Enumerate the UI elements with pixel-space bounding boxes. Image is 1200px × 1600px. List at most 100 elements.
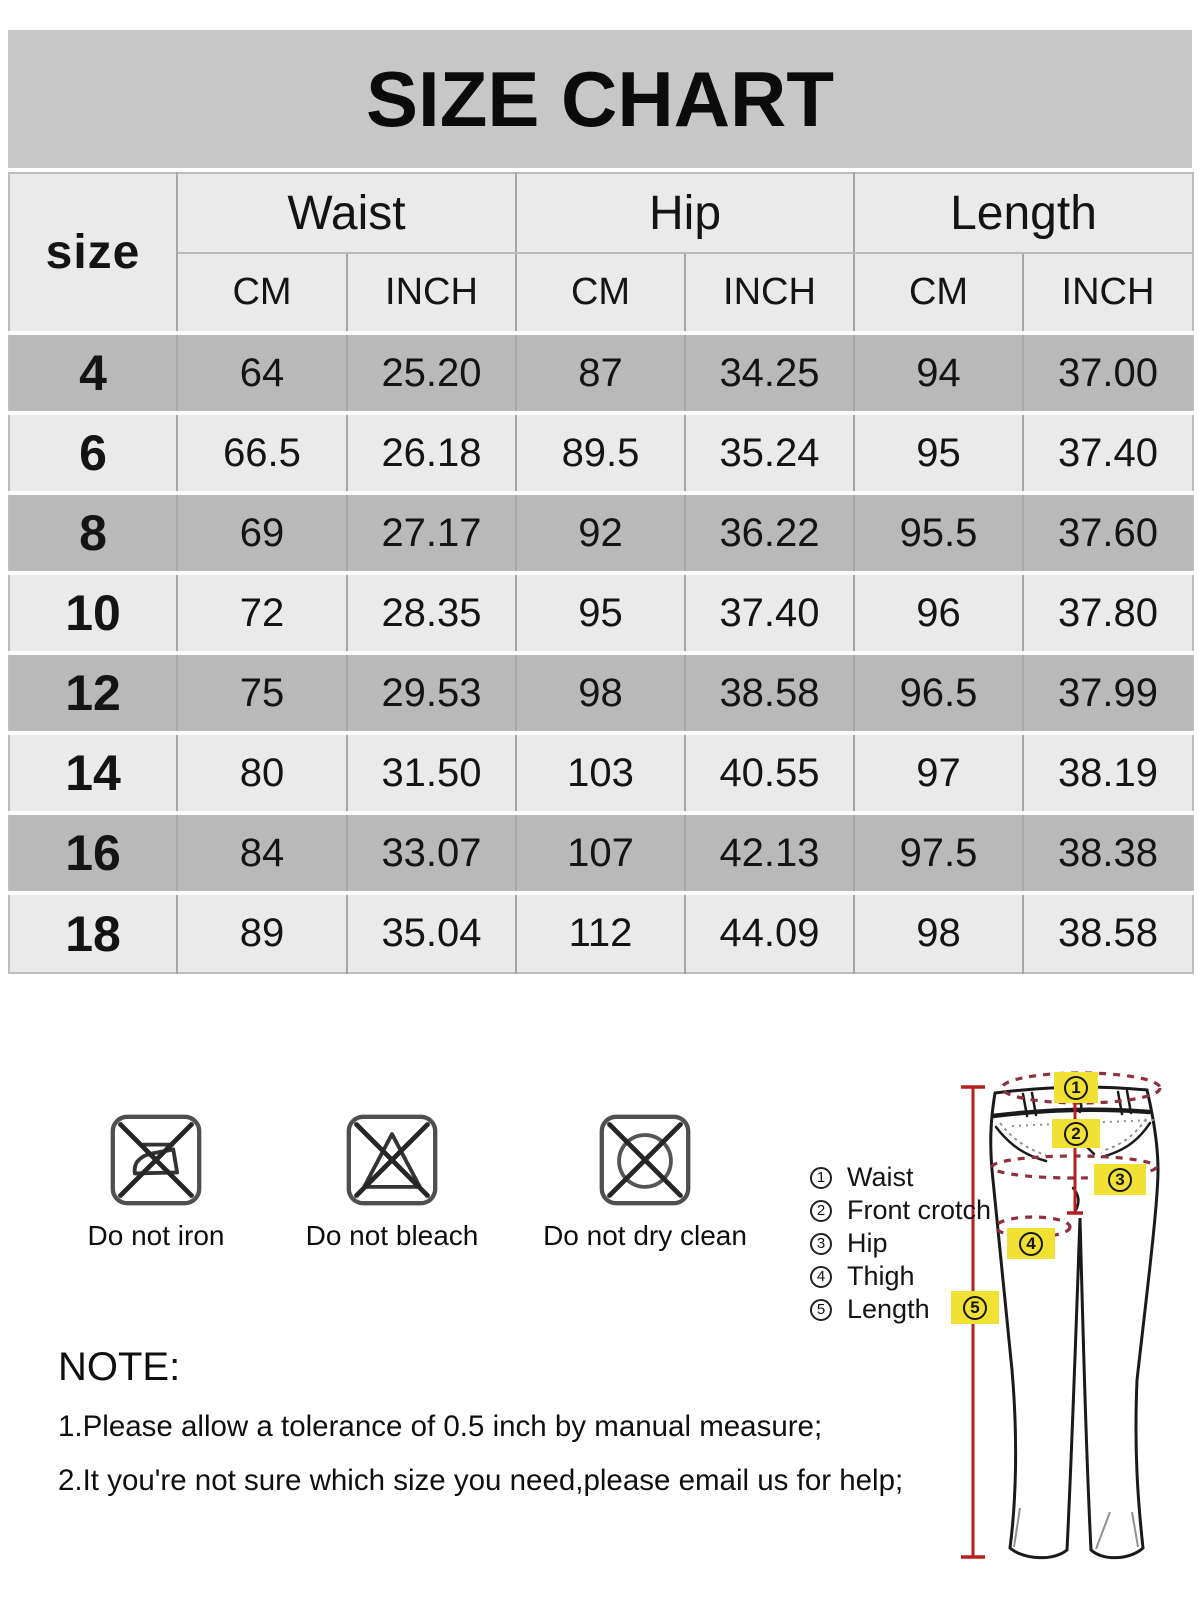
hip-inch-cell: 44.09: [685, 891, 855, 973]
legend-item-front-crotch: 2 Front crotch: [810, 1194, 991, 1227]
waist-inch-cell: 29.53: [347, 651, 517, 733]
waist-inch-cell: 28.35: [347, 571, 517, 653]
note-line: 2.It you're not sure which size you need…: [58, 1464, 904, 1497]
waist-cm-cell: 89: [177, 891, 348, 973]
length-cm-cell: 97: [854, 731, 1024, 813]
unit-header-waist-cm: CM: [177, 253, 348, 333]
legend-number: 4: [810, 1265, 832, 1288]
legend-item-thigh: 4 Thigh: [810, 1260, 991, 1293]
hip-inch-cell: 38.58: [685, 651, 855, 733]
group-header-length: Length: [854, 173, 1193, 254]
length-cm-cell: 96.5: [854, 651, 1024, 733]
title-band: SIZE CHART: [8, 30, 1192, 168]
hip-cm-cell: 89.5: [516, 411, 686, 493]
length-inch-cell: 37.40: [1023, 411, 1193, 493]
legend-number: 1: [810, 1166, 832, 1189]
waist-cm-cell: 66.5: [177, 411, 348, 493]
table-row: 4 64 25.20 87 34.25 94 37.00: [9, 331, 1193, 413]
unit-header-length-cm: CM: [854, 253, 1024, 333]
length-inch-cell: 38.58: [1023, 891, 1193, 973]
hip-inch-cell: 37.40: [685, 571, 855, 653]
group-header-hip: Hip: [516, 173, 855, 254]
care-label: Do not bleach: [305, 1220, 479, 1251]
waist-cm-cell: 84: [177, 811, 348, 893]
length-cm-cell: 95: [854, 411, 1024, 493]
unit-header-length-inch: INCH: [1023, 253, 1193, 333]
waist-cm-cell: 72: [177, 571, 348, 653]
care-item-do-not-dry-clean: Do not dry clean: [543, 1112, 747, 1252]
waist-cm-cell: 75: [177, 651, 348, 733]
hip-cm-cell: 92: [516, 491, 686, 573]
waist-inch-cell: 27.17: [347, 491, 517, 573]
table-row: 6 66.5 26.18 89.5 35.24 95 37.40: [9, 411, 1193, 493]
measurement-legend: 1 Waist 2 Front crotch 3 Hip 4 Thigh 5 L…: [810, 1161, 991, 1326]
care-label: Do not iron: [87, 1220, 225, 1251]
waist-cm-cell: 80: [177, 731, 348, 813]
size-cell: 14: [9, 731, 178, 813]
waist-inch-cell: 25.20: [347, 331, 517, 413]
hip-inch-cell: 42.13: [685, 811, 855, 893]
waist-inch-cell: 26.18: [347, 411, 517, 493]
legend-number: 3: [810, 1232, 832, 1255]
badge-waist: 1: [1054, 1072, 1098, 1103]
pants-outline: [989, 1085, 1160, 1560]
length-inch-cell: 37.80: [1023, 571, 1193, 653]
legend-label: Hip: [847, 1228, 888, 1258]
table-row: 8 69 27.17 92 36.22 95.5 37.60: [9, 491, 1193, 573]
hip-cm-cell: 95: [516, 571, 686, 653]
do-not-iron-icon: [110, 1114, 202, 1206]
table-unit-header-row: CM INCH CM INCH CM INCH: [9, 253, 1193, 333]
legend-label: Length: [847, 1294, 930, 1324]
table-row: 18 89 35.04 112 44.09 98 38.58: [9, 891, 1193, 973]
size-cell: 16: [9, 811, 178, 893]
care-item-do-not-bleach: Do not bleach: [292, 1112, 492, 1252]
do-not-bleach-icon: [346, 1114, 438, 1206]
table-group-header-row: size Waist Hip Length: [9, 173, 1193, 334]
thigh-ellipse: [994, 1215, 1072, 1239]
hip-inch-cell: 34.25: [685, 331, 855, 413]
length-inch-cell: 38.38: [1023, 811, 1193, 893]
length-cm-cell: 97.5: [854, 811, 1024, 893]
hip-cm-cell: 87: [516, 331, 686, 413]
care-item-do-not-iron: Do not iron: [56, 1112, 256, 1252]
note-line: 1.Please allow a tolerance of 0.5 inch b…: [58, 1410, 823, 1443]
length-cm-cell: 95.5: [854, 491, 1024, 573]
waist-cm-cell: 69: [177, 491, 348, 573]
legend-item-waist: 1 Waist: [810, 1161, 991, 1194]
table-row: 12 75 29.53 98 38.58 96.5 37.99: [9, 651, 1193, 733]
badge-number: 5: [963, 1295, 987, 1320]
legend-item-length: 5 Length: [810, 1293, 991, 1326]
legend-label: Waist: [847, 1162, 914, 1192]
legend-item-hip: 3 Hip: [810, 1227, 991, 1260]
length-inch-cell: 37.60: [1023, 491, 1193, 573]
size-table: size Waist Hip Length CM INCH CM INCH CM…: [8, 172, 1194, 974]
size-cell: 10: [9, 571, 178, 653]
hip-cm-cell: 98: [516, 651, 686, 733]
waist-inch-cell: 33.07: [347, 811, 517, 893]
group-header-waist: Waist: [177, 173, 517, 254]
waist-inch-cell: 35.04: [347, 891, 517, 973]
badge-number: 3: [1108, 1167, 1132, 1192]
hip-inch-cell: 36.22: [685, 491, 855, 573]
table-row: 16 84 33.07 107 42.13 97.5 38.38: [9, 811, 1193, 893]
care-label: Do not dry clean: [543, 1220, 747, 1251]
note-heading: NOTE:: [58, 1345, 181, 1389]
pants-measurement-diagram: 1 2 3 4 5 1 Waist 2 Front crotch 3 Hi: [780, 1030, 1200, 1600]
do-not-dry-clean-icon: [599, 1114, 691, 1206]
waist-ellipse: [1000, 1071, 1162, 1105]
size-cell: 6: [9, 411, 178, 493]
badge-thigh: 4: [1007, 1228, 1055, 1259]
hip-cm-cell: 107: [516, 811, 686, 893]
size-cell: 12: [9, 651, 178, 733]
hip-cm-cell: 112: [516, 891, 686, 973]
legend-label: Thigh: [847, 1261, 915, 1291]
legend-number: 2: [810, 1199, 832, 1222]
badge-number: 4: [1019, 1231, 1043, 1256]
length-inch-cell: 37.00: [1023, 331, 1193, 413]
waist-inch-cell: 31.50: [347, 731, 517, 813]
length-cm-cell: 96: [854, 571, 1024, 653]
unit-header-hip-inch: INCH: [685, 253, 855, 333]
unit-header-waist-inch: INCH: [347, 253, 517, 333]
hip-inch-cell: 35.24: [685, 411, 855, 493]
